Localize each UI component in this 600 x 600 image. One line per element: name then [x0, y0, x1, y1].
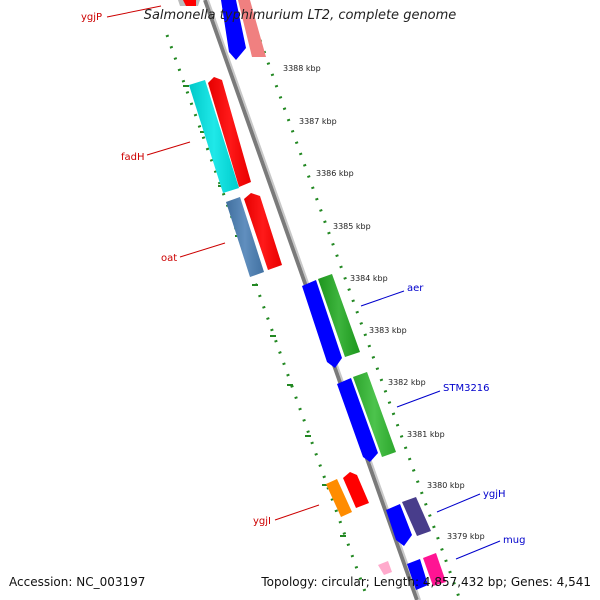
gene-block-fadH[interactable]: [189, 77, 251, 193]
kbp-tick-label: 3381 kbp: [407, 430, 445, 439]
leader-line-ygjI: [274, 504, 320, 521]
dotted-ring-inner: [258, 39, 462, 600]
gene-label-aer[interactable]: aer: [407, 283, 424, 294]
outer-tick-marks: [183, 85, 346, 537]
gene-block-top[interactable]: [221, 0, 266, 60]
kbp-tick-label: 3384 kbp: [350, 274, 388, 283]
leader-line-ygjP: [106, 5, 162, 18]
leader-line-STM3216: [396, 390, 441, 408]
leader-line-mug: [455, 540, 501, 560]
accession-text: Accession: NC_003197: [9, 575, 146, 589]
genome-summary-text: Topology: circular; Length: 4,857,432 bp…: [261, 575, 591, 589]
gene-label-ygjP[interactable]: ygjP: [81, 12, 102, 23]
kbp-tick-label: 3382 kbp: [388, 378, 426, 387]
gene-block-ygjH[interactable]: [386, 497, 431, 546]
kbp-tick-label: 3380 kbp: [427, 481, 465, 490]
gene-label-fadH[interactable]: fadH: [121, 152, 145, 163]
leader-line-ygjH: [436, 493, 481, 513]
gene-label-STM3216[interactable]: STM3216: [443, 383, 490, 394]
gene-block-oat[interactable]: [226, 193, 282, 277]
gene-block-STM3216[interactable]: [337, 372, 396, 462]
gene-block-ygjP[interactable]: [178, 0, 200, 6]
gene-block-mug[interactable]: [378, 553, 446, 590]
gene-block-aer[interactable]: [302, 274, 360, 368]
kbp-tick-label: 3386 kbp: [316, 169, 354, 178]
kbp-tick-label: 3385 kbp: [333, 222, 371, 231]
kbp-tick-label: 3383 kbp: [369, 326, 407, 335]
gene-label-mug[interactable]: mug: [503, 535, 525, 546]
kbp-tick-label: 3388 kbp: [283, 64, 321, 73]
kbp-tick-label: 3379 kbp: [447, 532, 485, 541]
gene-label-ygjH[interactable]: ygjH: [483, 489, 506, 500]
leader-line-aer: [360, 290, 405, 307]
leader-line-fadH: [146, 141, 191, 156]
kbp-tick-label: 3387 kbp: [299, 117, 337, 126]
gene-labels: ygjP fadH oat aer STM3216 ygjH ygjI mug: [81, 5, 525, 560]
genome-title: Salmonella typhimurium LT2, complete gen…: [143, 8, 457, 23]
kbp-tick-labels: 3388 kbp 3387 kbp 3386 kbp 3385 kbp 3384 kbp…: [283, 64, 485, 541]
gene-label-ygjI[interactable]: ygjI: [253, 516, 271, 527]
leader-line-oat: [179, 242, 226, 258]
gene-block-ygjI[interactable]: [326, 472, 369, 517]
gene-label-oat[interactable]: oat: [161, 253, 177, 264]
